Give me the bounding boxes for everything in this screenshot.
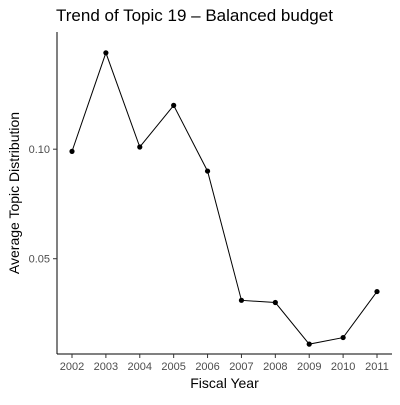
data-point	[103, 50, 109, 56]
series-line	[71, 51, 378, 345]
y-tick-label: 0.10	[29, 144, 50, 156]
x-tick-label: 2011	[365, 361, 389, 373]
x-axis-label: Fiscal Year	[190, 375, 259, 391]
x-tick-label: 2005	[161, 361, 185, 373]
data-point	[171, 102, 177, 108]
y-tick-label: 0.05	[29, 254, 50, 266]
y-axis-label: Average Topic Distribution	[6, 112, 22, 274]
x-tick-label: 2003	[94, 361, 118, 373]
x-tick-label: 2009	[297, 361, 321, 373]
data-point	[69, 148, 75, 154]
data-point	[272, 299, 278, 306]
x-tick-label: 2010	[331, 361, 355, 373]
x-tick-label: 2008	[263, 361, 287, 373]
x-tick-label: 2007	[229, 361, 253, 373]
chart-title: Trend of Topic 19 – Balanced budget	[56, 6, 333, 25]
x-tick-label: 2006	[195, 361, 219, 373]
data-point	[137, 144, 143, 150]
x-tick-label: 2002	[60, 361, 84, 373]
data-point	[374, 288, 380, 295]
data-point	[306, 341, 312, 347]
data-point	[340, 334, 346, 341]
x-tick-label: 2004	[128, 361, 152, 373]
data-point	[238, 297, 245, 303]
data-point	[204, 168, 211, 174]
